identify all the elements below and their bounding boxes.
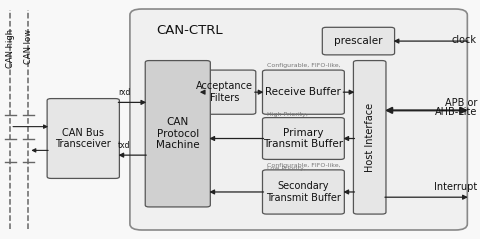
Text: Configurable, FIFO-like,: Configurable, FIFO-like, [267,63,340,68]
Text: Acceptance
Filters: Acceptance Filters [196,81,253,103]
Text: CAN
Protocol
Machine: CAN Protocol Machine [156,117,200,150]
FancyBboxPatch shape [353,60,386,214]
Text: Interrupt: Interrupt [433,182,477,192]
Text: Configurable, FIFO-like,: Configurable, FIFO-like, [267,163,340,168]
Text: CAN high: CAN high [6,29,15,68]
Text: Secondary
Transmit Buffer: Secondary Transmit Buffer [266,181,341,203]
FancyBboxPatch shape [263,70,344,114]
FancyBboxPatch shape [263,118,344,159]
FancyBboxPatch shape [193,70,256,114]
Text: Host Interface: Host Interface [365,103,375,172]
Text: rxd: rxd [118,88,131,97]
Text: CAN-CTRL: CAN-CTRL [156,24,223,38]
Text: CAN low: CAN low [24,29,33,64]
Text: txd: txd [118,141,131,150]
FancyBboxPatch shape [263,170,344,214]
Text: Low Priority,: Low Priority, [267,166,306,171]
Text: prescaler: prescaler [334,36,383,46]
FancyBboxPatch shape [145,60,210,207]
Text: CAN Bus
Transceiver: CAN Bus Transceiver [55,128,111,149]
Text: APB or: APB or [444,98,477,108]
Text: Receive Buffer: Receive Buffer [265,87,341,97]
FancyBboxPatch shape [130,9,468,230]
FancyBboxPatch shape [47,99,120,179]
Text: AHB-Lite: AHB-Lite [434,107,477,117]
Text: clock: clock [452,35,477,45]
Text: High Priority,: High Priority, [267,112,308,117]
Text: Primary
Transmit Buffer: Primary Transmit Buffer [264,128,344,149]
FancyBboxPatch shape [323,27,395,55]
